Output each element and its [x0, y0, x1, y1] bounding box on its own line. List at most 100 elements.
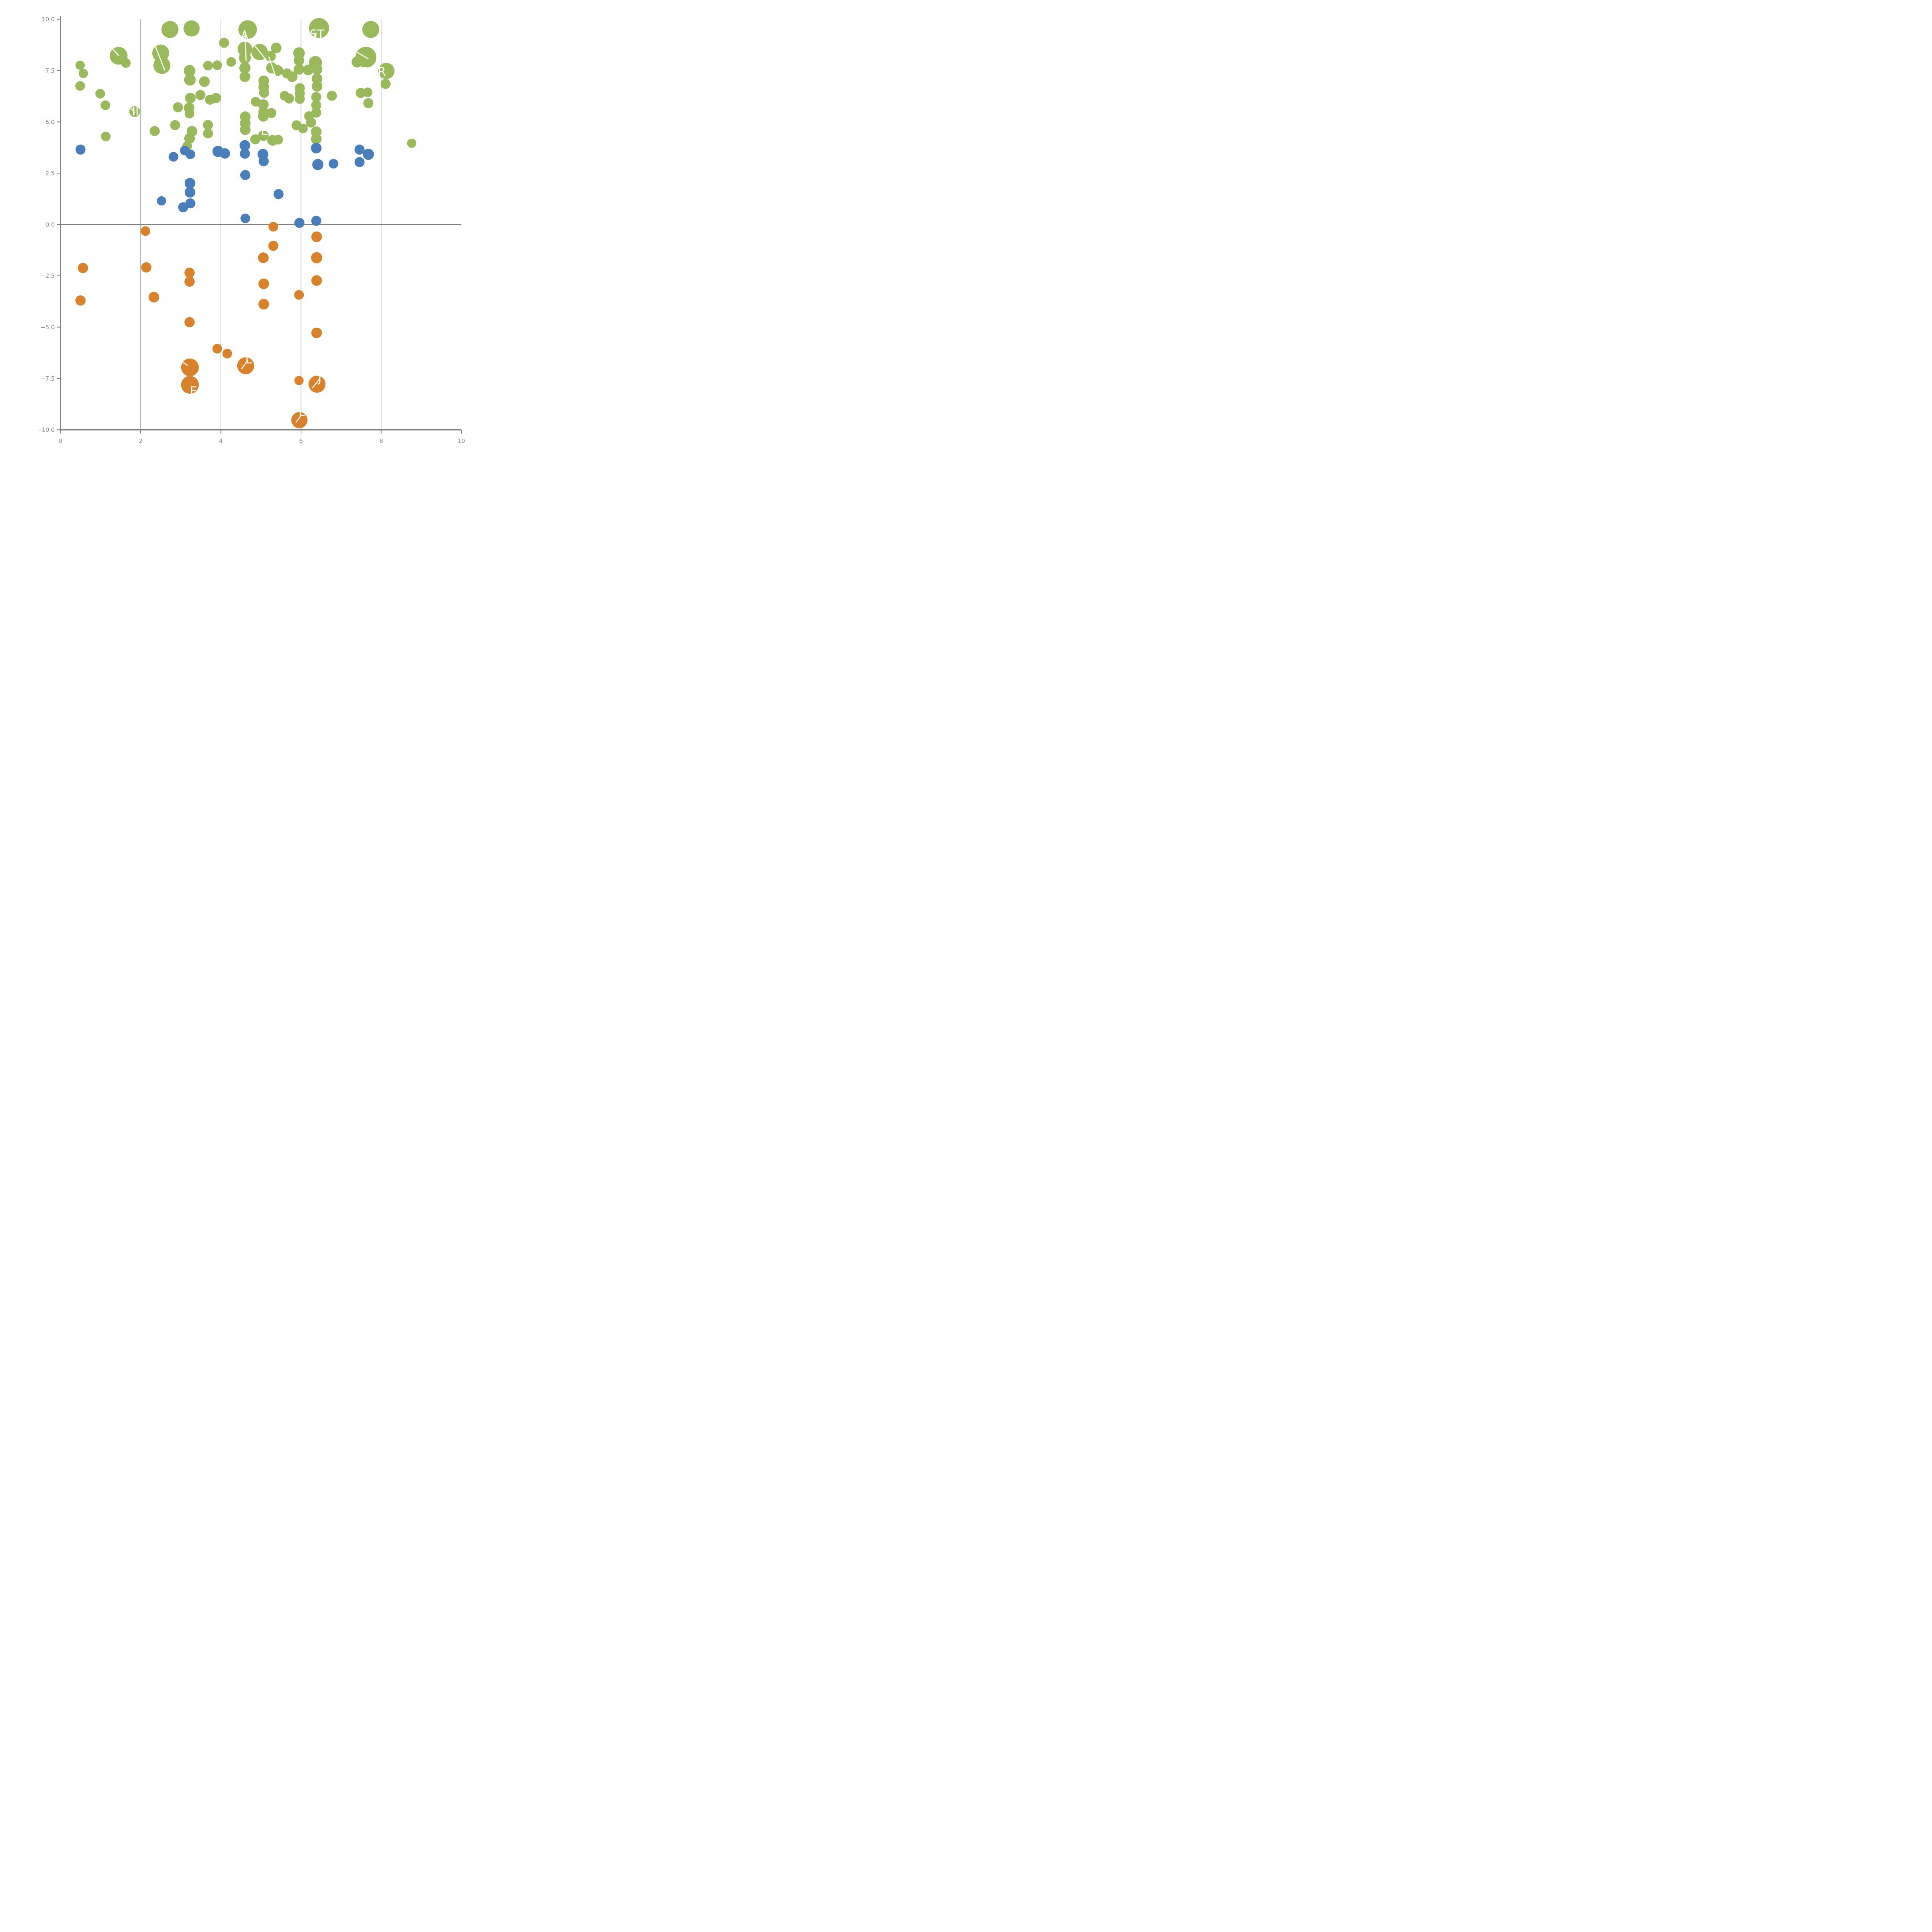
data-point-orange [78, 263, 88, 273]
annotation-leader-line [355, 51, 369, 60]
point-label: Il [132, 105, 139, 119]
data-point-blue [294, 218, 304, 228]
data-point-blue [156, 196, 166, 206]
data-point-green [362, 21, 379, 38]
annotation-leader-line [244, 30, 247, 61]
data-point-green [311, 81, 323, 92]
data-point-orange [222, 349, 232, 359]
data-point-green [161, 21, 179, 38]
data-point-blue [184, 178, 196, 189]
data-point-green [311, 126, 322, 137]
data-point-green [304, 111, 314, 121]
data-point-green [270, 43, 282, 53]
data-point-blue [312, 159, 324, 170]
data-point-blue [354, 157, 365, 167]
data-point-green [239, 52, 251, 64]
data-point-orange [258, 299, 269, 310]
data-point-green [184, 133, 195, 144]
data-point-blue [168, 152, 179, 162]
point-label: ST [310, 27, 325, 41]
data-point-green [258, 130, 269, 141]
data-point-blue [219, 148, 230, 159]
data-point-green [195, 90, 206, 100]
data-point-orange [212, 344, 222, 354]
data-point-blue [239, 140, 250, 151]
data-point-green [250, 134, 260, 145]
data-point-green [205, 95, 215, 105]
data-point-green [265, 51, 276, 62]
data-point-blue [240, 148, 250, 159]
data-point-blue [328, 159, 338, 169]
data-point-green [284, 93, 294, 104]
data-point-green [363, 98, 374, 109]
data-point-orange [258, 278, 269, 289]
data-point-green [327, 90, 337, 101]
data-point-green [380, 79, 391, 89]
data-point-green [407, 138, 417, 148]
data-point-blue [259, 156, 269, 167]
data-point-green [183, 20, 200, 37]
data-point-green [378, 63, 395, 79]
data-point-green [95, 89, 105, 99]
data-point-orange [184, 317, 195, 328]
data-point-orange [268, 222, 278, 232]
y-tick-label: −2.5 [41, 272, 54, 279]
data-point-green [266, 108, 277, 118]
data-point-orange [181, 376, 199, 394]
data-point-green [101, 131, 111, 141]
data-point-orange [294, 290, 304, 300]
x-tick-label: 4 [219, 437, 223, 444]
point-label: A [240, 29, 248, 43]
data-point-blue [184, 187, 196, 198]
x-tick-label: 2 [139, 437, 143, 444]
annotation-leader-line [241, 360, 248, 369]
annotation-leader-line [350, 73, 360, 81]
data-point-orange [311, 327, 322, 338]
x-tick-label: 8 [379, 437, 383, 444]
annotation-leader-line [312, 379, 320, 388]
annotation-leader-line [152, 40, 165, 71]
data-point-orange [141, 262, 151, 273]
data-point-green [251, 97, 261, 107]
data-point-green [226, 57, 236, 67]
data-point-orange [75, 295, 86, 306]
data-point-green [309, 18, 329, 38]
data-point-green [311, 64, 323, 75]
data-point-green [185, 109, 195, 119]
y-tick-label: 5.0 [46, 119, 55, 126]
point-label: L [245, 353, 252, 366]
data-point-orange [291, 412, 308, 429]
y-tick-label: 7.5 [46, 67, 55, 74]
data-point-blue [311, 216, 321, 226]
data-point-green [287, 71, 298, 82]
data-point-orange [311, 252, 322, 264]
data-point-green [185, 92, 196, 104]
annotation-leader-line [296, 415, 301, 423]
data-point-green [100, 100, 111, 110]
scatter-plot: 10.0 7.5 5.0 2.5 0.0 −2.5 −5.0 −7.5 −10.0 0 2 4 6 8 10… [37, 16, 465, 444]
data-point-orange [148, 292, 160, 303]
data-point-orange [308, 376, 326, 393]
data-point-orange [237, 357, 254, 374]
annotation-leader-line [107, 43, 119, 56]
point-label: E [261, 125, 268, 138]
point-label: MOVR [351, 65, 386, 79]
data-point-green [238, 20, 257, 39]
data-point-blue [178, 202, 188, 213]
y-tick-label: −10.0 [37, 427, 55, 434]
point-label: J [317, 372, 321, 385]
data-point-green [173, 102, 183, 112]
data-point-green [311, 73, 323, 84]
data-point-green [237, 41, 252, 56]
data-point-green [273, 135, 283, 145]
x-tick-label: 6 [299, 437, 303, 444]
data-point-blue [75, 145, 86, 155]
data-point-orange [181, 358, 199, 376]
point-label: ⌐ [255, 122, 265, 136]
data-point-orange [184, 276, 195, 287]
point-label: L [299, 405, 305, 419]
data-point-green [294, 94, 305, 104]
scatter-figure: 10.0 7.5 5.0 2.5 0.0 −2.5 −5.0 −7.5 −10.0 0 2 4 6 8 10… [0, 0, 483, 483]
data-point-orange [311, 231, 322, 242]
y-tick-label: −5.0 [41, 324, 54, 331]
